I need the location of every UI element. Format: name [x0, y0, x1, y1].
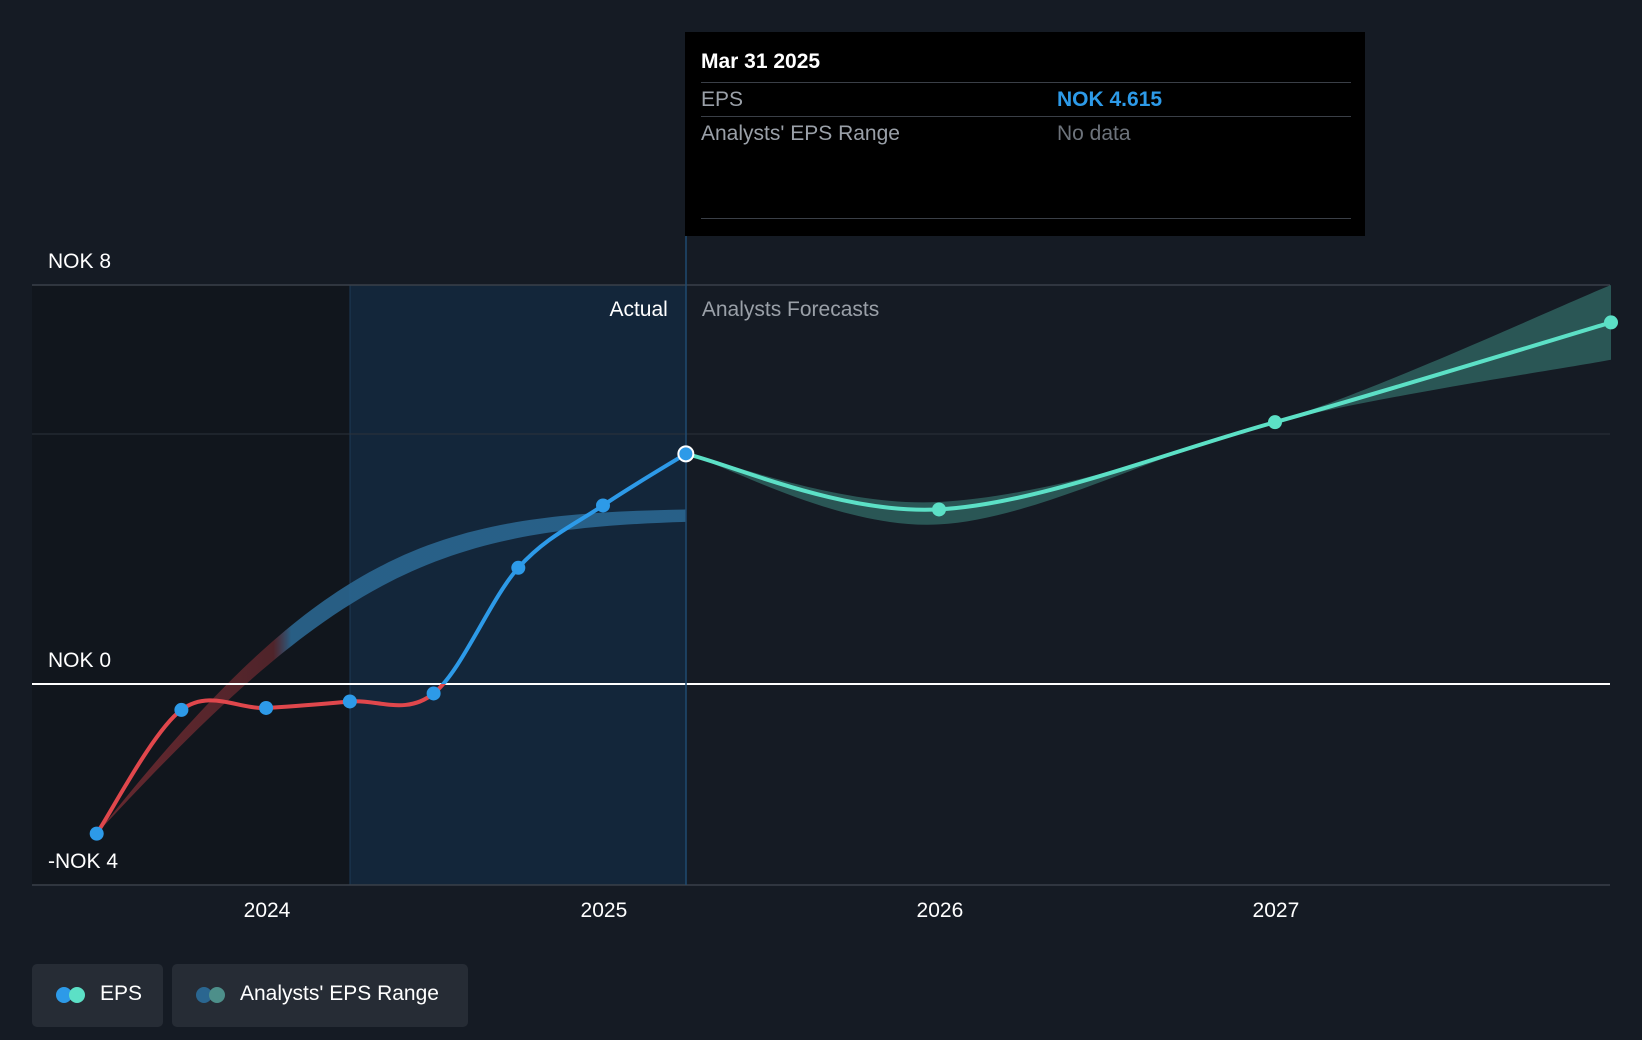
x-tick-label: 2025 — [581, 899, 628, 922]
legend-eps-label: EPS — [100, 982, 143, 1005]
tooltip-row-eps: EPS NOK 4.615 — [701, 82, 1351, 117]
tooltip-range-label: Analysts' EPS Range — [701, 122, 900, 145]
eps-actual-line-positive — [440, 451, 688, 684]
x-tick-label: 2024 — [244, 899, 291, 922]
tooltip-divider — [701, 218, 1351, 219]
eps-actual-point — [89, 826, 104, 841]
tooltip-eps-label: EPS — [701, 88, 744, 111]
y-tick-label: NOK 0 — [48, 649, 111, 672]
x-tick-label: 2027 — [1253, 899, 1300, 922]
markers — [89, 315, 1618, 841]
past-shade — [32, 285, 350, 885]
eps-forecast-point — [1604, 315, 1618, 330]
eps-legend-icon — [56, 987, 86, 1003]
eps-forecast-point — [932, 502, 946, 517]
eps-actual-point — [677, 445, 695, 463]
forecast-section-label: Analysts Forecasts — [702, 298, 879, 321]
eps-forecast-point — [1268, 415, 1282, 430]
range-legend-icon — [196, 987, 226, 1003]
legend-item-eps[interactable]: EPS — [32, 964, 163, 1027]
eps-actual-point — [596, 498, 610, 513]
labels: NOK 8 NOK 0 -NOK 4 2024 2025 2026 2027 Actual An… — [48, 250, 1299, 922]
tooltip-date: Mar 31 2025 — [701, 50, 821, 73]
eps-actual-point — [174, 702, 189, 717]
eps-actual-point — [259, 700, 274, 715]
eps-actual-point — [426, 686, 441, 701]
past-range-ribbon — [96, 509, 686, 834]
actual-section-label: Actual — [609, 298, 667, 321]
legend-range-label: Analysts' EPS Range — [240, 982, 439, 1005]
tooltip-eps-value: NOK 4.615 — [1057, 88, 1163, 111]
past-range-ribbon-shape — [96, 509, 686, 834]
tooltip: Mar 31 2025 EPS NOK 4.615 Analysts' EPS … — [685, 32, 1365, 236]
eps-actual-point — [511, 560, 526, 575]
eps-actual-point — [342, 694, 357, 709]
tooltip-row-range: Analysts' EPS Range No data — [701, 116, 1351, 151]
y-tick-label: -NOK 4 — [48, 850, 118, 873]
actual-highlight — [350, 285, 686, 885]
x-tick-label: 2026 — [917, 899, 964, 922]
eps-forecast-line — [683, 320, 1613, 512]
legend-item-range[interactable]: Analysts' EPS Range — [172, 964, 468, 1027]
tooltip-range-value: No data — [1057, 122, 1131, 145]
y-tick-label: NOK 8 — [48, 250, 111, 273]
